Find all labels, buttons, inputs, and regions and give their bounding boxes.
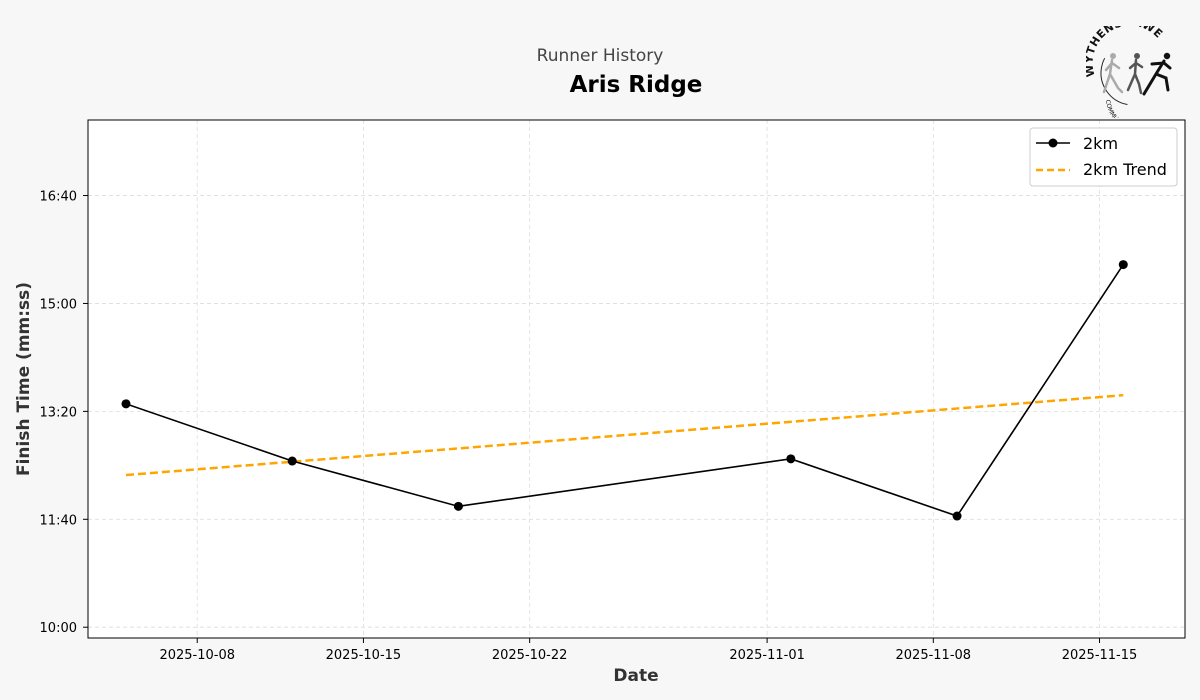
data-point bbox=[121, 399, 131, 409]
y-axis-label: Finish Time (mm:ss) bbox=[14, 282, 34, 476]
logo-arc-bottom-text: COMMUNITY RUN bbox=[1104, 99, 1142, 118]
runner-icon-dark bbox=[1142, 52, 1172, 96]
x-tick-label: 2025-10-08 bbox=[159, 648, 235, 663]
x-tick-label: 2025-11-08 bbox=[896, 648, 972, 663]
axis-ticks: 2025-10-08 2025-10-15 2025-10-22 2025-11-01… bbox=[40, 190, 1138, 663]
y-tick-label: 13:20 bbox=[40, 405, 77, 420]
chart-subtitle: Runner History bbox=[536, 46, 664, 66]
x-tick-label: 2025-10-22 bbox=[492, 648, 568, 663]
grid-lines bbox=[88, 120, 1185, 638]
legend-marker-2km bbox=[1048, 138, 1058, 148]
legend: 2km 2km Trend bbox=[1029, 127, 1178, 187]
plot-frame bbox=[87, 119, 1186, 639]
legend-label-trend: 2km Trend bbox=[1083, 160, 1167, 179]
chart-title: Aris Ridge bbox=[569, 72, 703, 98]
x-tick-label: 2025-11-15 bbox=[1062, 648, 1138, 663]
y-tick-label: 16:40 bbox=[40, 190, 77, 205]
logo-arc-top-text: WYTHENSHAWE bbox=[1086, 26, 1165, 78]
y-tick-label: 11:40 bbox=[40, 513, 77, 528]
runner-icon-mid bbox=[1126, 53, 1144, 95]
data-point bbox=[1118, 260, 1128, 270]
y-tick-label: 15:00 bbox=[40, 297, 77, 312]
data-point bbox=[453, 501, 463, 511]
logo-ring bbox=[1100, 40, 1166, 106]
legend-label-2km: 2km bbox=[1083, 134, 1118, 153]
trend-line bbox=[125, 393, 1124, 477]
data-point bbox=[786, 454, 796, 464]
data-point bbox=[952, 511, 962, 521]
x-tick-label: 2025-11-01 bbox=[729, 648, 805, 663]
series-layer bbox=[121, 260, 1128, 521]
series-line-2km bbox=[125, 264, 1124, 518]
data-point bbox=[287, 456, 297, 466]
plot-area bbox=[88, 120, 1185, 638]
x-tick-label: 2025-10-15 bbox=[326, 648, 402, 663]
y-tick-label: 10:00 bbox=[40, 621, 77, 636]
runner-icon-light bbox=[1102, 53, 1124, 94]
wythenshawe-logo: WYTHENSHAWE COMMUNITY RUN bbox=[1086, 26, 1172, 118]
x-axis-label: Date bbox=[613, 666, 658, 686]
